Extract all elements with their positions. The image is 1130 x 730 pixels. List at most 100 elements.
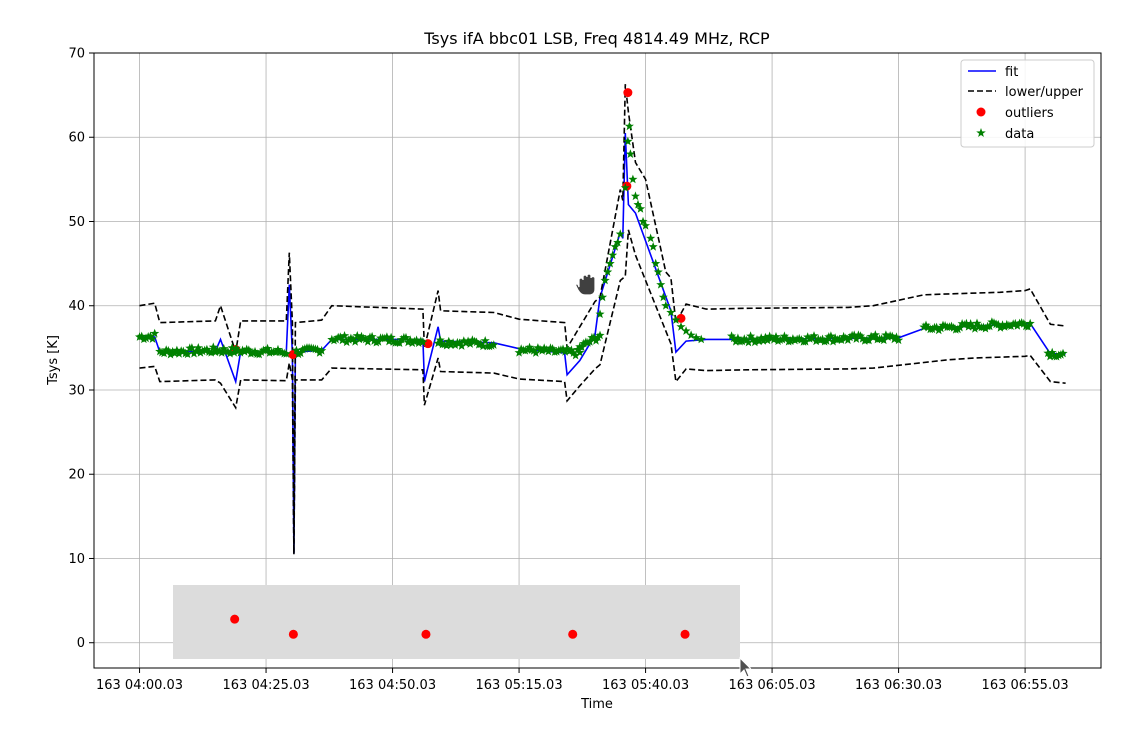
- data-point: [548, 344, 558, 353]
- data-point: [756, 333, 766, 342]
- data-point: [150, 328, 160, 338]
- data-point: [273, 344, 283, 354]
- data-point: [263, 343, 273, 353]
- data-point: [558, 344, 568, 354]
- data-point: [183, 349, 193, 359]
- data-point: [217, 348, 227, 357]
- data-point: [139, 334, 149, 344]
- data-point: [788, 334, 798, 343]
- data-point: [193, 343, 203, 352]
- data-point: [849, 330, 859, 340]
- data-point: [414, 338, 424, 347]
- data-points: [135, 121, 1068, 361]
- data-point: [760, 332, 770, 342]
- data-point: [467, 335, 477, 344]
- data-point: [250, 346, 260, 356]
- data-point: [380, 333, 390, 343]
- data-point: [213, 345, 223, 354]
- data-point: [839, 331, 849, 341]
- data-point: [579, 338, 589, 348]
- data-point: [442, 340, 452, 350]
- data-point: [463, 336, 473, 346]
- data-point: [651, 258, 661, 268]
- data-point: [300, 344, 310, 353]
- data-point: [998, 320, 1008, 329]
- data-point: [681, 326, 691, 335]
- data-point: [294, 349, 304, 359]
- data-point: [633, 199, 643, 209]
- data-point: [779, 331, 789, 341]
- data-point: [879, 335, 889, 345]
- data-point: [830, 333, 840, 342]
- data-point: [595, 330, 605, 340]
- data-point: [589, 332, 599, 342]
- x-tick-label: 163 04:25.03: [223, 678, 310, 693]
- data-point: [782, 333, 792, 343]
- data-point: [765, 331, 775, 341]
- y-tick-label: 30: [68, 383, 85, 398]
- data-point: [244, 345, 254, 354]
- data-point: [533, 343, 543, 352]
- outlier-point: [230, 614, 240, 624]
- data-point: [168, 346, 178, 356]
- data-point: [225, 348, 235, 358]
- data-point: [562, 344, 572, 353]
- data-point: [625, 149, 635, 158]
- selection-rectangle[interactable]: [173, 585, 740, 659]
- data-point: [552, 346, 562, 356]
- outlier-point: [421, 629, 431, 639]
- data-point: [891, 332, 901, 342]
- data-point: [927, 324, 937, 334]
- pan-hand-icon: [575, 273, 596, 296]
- data-point: [763, 335, 773, 345]
- data-point: [696, 334, 706, 344]
- data-point: [940, 321, 950, 330]
- data-point: [864, 335, 874, 345]
- data-point: [985, 321, 995, 331]
- data-point: [676, 322, 686, 331]
- data-point: [624, 121, 634, 131]
- data-point: [794, 333, 804, 343]
- data-point: [790, 335, 800, 345]
- data-point: [405, 335, 415, 344]
- data-point: [568, 348, 579, 357]
- data-point: [200, 345, 210, 355]
- data-point: [595, 309, 605, 318]
- data-point: [344, 335, 354, 344]
- data-point: [529, 346, 539, 355]
- data-point: [628, 174, 638, 184]
- data-point: [409, 336, 419, 346]
- data-point: [598, 292, 608, 302]
- data-point: [480, 336, 490, 345]
- outlier-point: [568, 629, 578, 639]
- data-point: [317, 345, 327, 355]
- data-point: [691, 333, 701, 342]
- data-point: [277, 347, 287, 357]
- data-point: [1052, 351, 1062, 361]
- data-point: [809, 331, 819, 340]
- data-point: [923, 322, 933, 332]
- data-point: [478, 341, 488, 351]
- data-point: [459, 336, 469, 345]
- data-point: [141, 333, 151, 343]
- y-tick-label: 60: [68, 131, 85, 146]
- data-point: [229, 347, 239, 357]
- data-point: [1058, 348, 1068, 358]
- data-point: [733, 333, 743, 343]
- data-point: [608, 250, 618, 260]
- data-point: [516, 344, 526, 353]
- data-point: [970, 324, 980, 333]
- data-point: [206, 347, 216, 357]
- data-point: [187, 343, 197, 352]
- data-point: [826, 331, 836, 340]
- data-point: [989, 318, 999, 327]
- data-point: [384, 336, 394, 346]
- data-point: [215, 346, 225, 356]
- data-point: [444, 336, 454, 346]
- data-point: [966, 319, 976, 328]
- data-point: [623, 136, 633, 146]
- data-point: [457, 341, 467, 350]
- data-point: [739, 334, 749, 343]
- data-point: [635, 204, 646, 213]
- data-point: [959, 320, 969, 329]
